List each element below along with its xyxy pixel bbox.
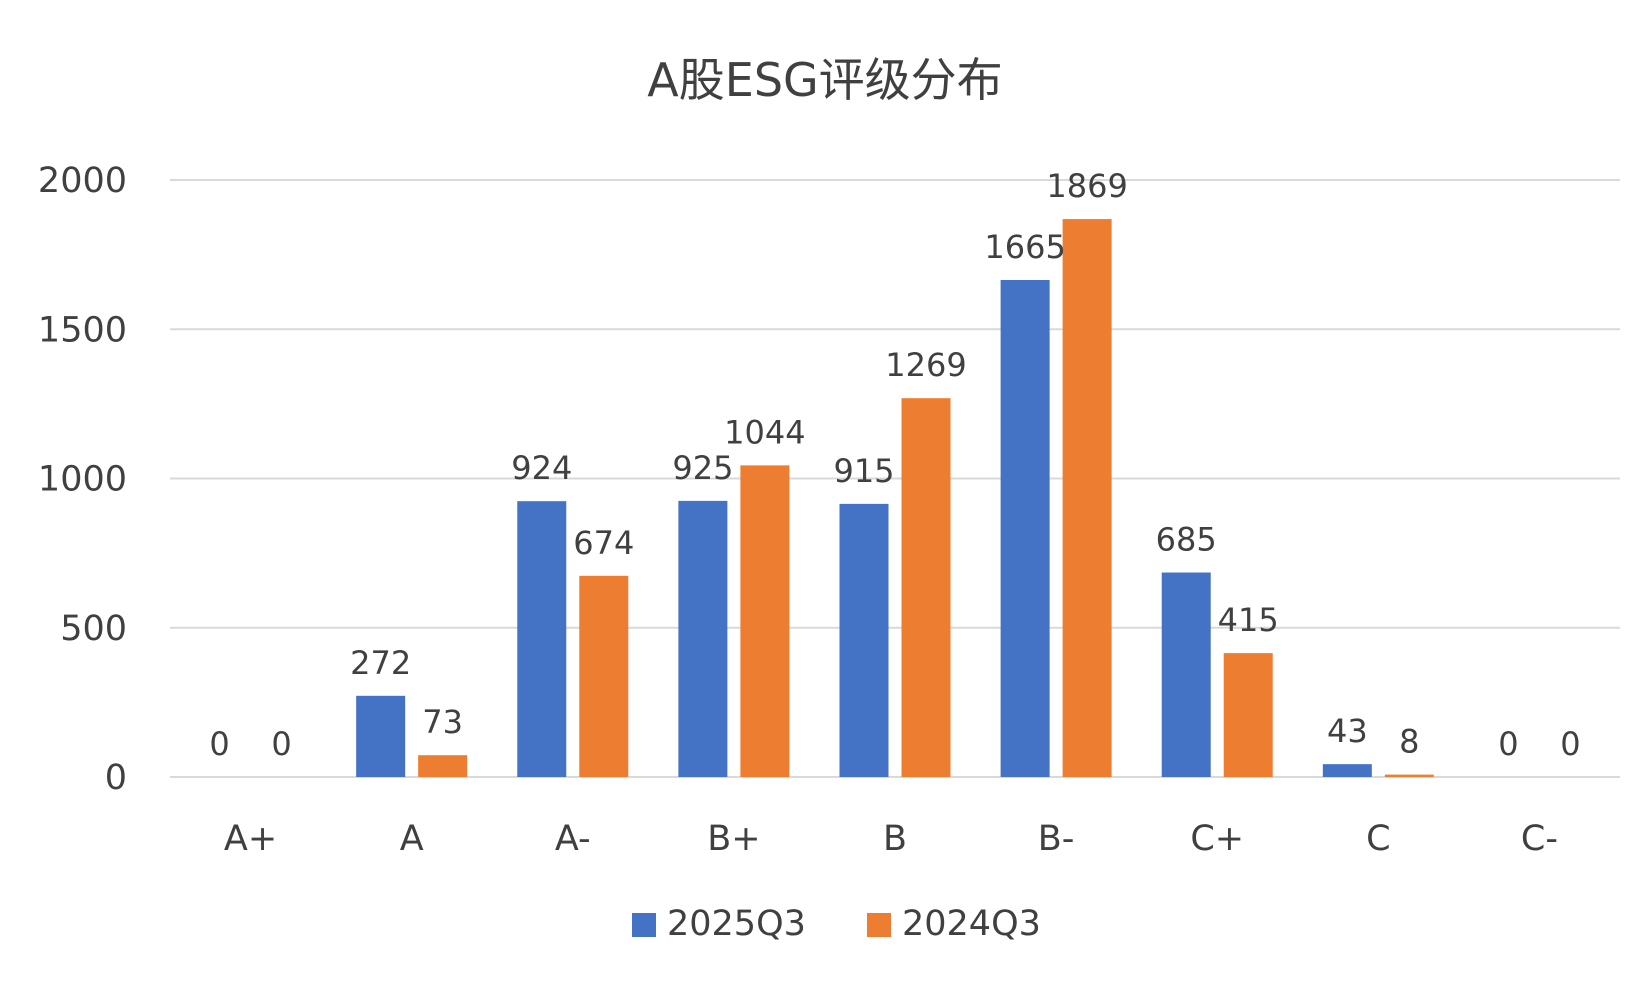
legend-item: 2024Q3	[867, 904, 1041, 944]
y-tick-label: 1500	[38, 310, 127, 350]
bar-2025Q3-B	[839, 503, 889, 777]
data-label: 1269	[885, 346, 966, 384]
data-label: 0	[1560, 725, 1580, 763]
y-tick-label: 2000	[38, 161, 127, 201]
y-axis-ticks: 0 500 1000 1500 2000	[38, 161, 127, 798]
bar-2024Q3-C	[1384, 774, 1434, 777]
data-label: 0	[209, 725, 229, 763]
gridlines	[170, 179, 1620, 778]
chart-title: A股ESG评级分布	[647, 53, 1002, 107]
y-tick-label: 0	[105, 758, 127, 798]
bar-2025Q3-B-	[1000, 279, 1050, 777]
bar-2024Q3-A	[418, 755, 468, 777]
bar-2024Q3-B+	[740, 465, 790, 777]
bars	[356, 219, 1434, 777]
data-label: 924	[511, 449, 572, 487]
legend-swatch	[632, 913, 656, 937]
legend-label: 2025Q3	[667, 904, 806, 944]
data-label: 43	[1327, 712, 1368, 750]
x-tick-label: C	[1366, 819, 1390, 859]
x-tick-label: B-	[1038, 819, 1075, 859]
data-label: 674	[573, 524, 634, 562]
bar-2025Q3-C	[1322, 764, 1372, 777]
x-tick-label: C+	[1190, 819, 1244, 859]
data-label: 415	[1218, 601, 1279, 639]
data-label: 0	[1498, 725, 1518, 763]
bar-2025Q3-A	[356, 695, 406, 777]
bar-2024Q3-A-	[579, 575, 629, 777]
x-tick-label: A	[400, 819, 424, 859]
x-tick-label: A+	[224, 819, 277, 859]
bar-2025Q3-A-	[517, 501, 567, 777]
y-tick-label: 500	[60, 609, 127, 649]
data-label: 272	[350, 644, 411, 682]
data-label: 925	[672, 449, 733, 487]
bar-2024Q3-B-	[1062, 219, 1112, 777]
legend: 2025Q3 2024Q3	[632, 904, 1041, 944]
data-label: 1044	[724, 413, 805, 451]
data-label: 1665	[984, 228, 1065, 266]
x-tick-label: C-	[1521, 819, 1558, 859]
legend-swatch	[867, 913, 891, 937]
data-label: 0	[271, 725, 291, 763]
data-label: 915	[833, 452, 894, 490]
x-axis-ticks: A+ A A- B+ B B- C+ C C-	[224, 819, 1558, 859]
data-label: 1869	[1046, 167, 1127, 205]
bar-2025Q3-B+	[678, 500, 728, 777]
bar-2024Q3-C+	[1223, 653, 1273, 777]
data-label: 8	[1399, 723, 1419, 761]
data-label: 685	[1156, 521, 1217, 559]
bar-2025Q3-C+	[1161, 572, 1211, 777]
y-tick-label: 1000	[38, 460, 127, 500]
data-label: 73	[422, 703, 463, 741]
x-tick-label: B+	[707, 819, 760, 859]
legend-label: 2024Q3	[902, 904, 1041, 944]
x-tick-label: B	[883, 819, 907, 859]
bar-2024Q3-B	[901, 398, 951, 777]
legend-item: 2025Q3	[632, 904, 806, 944]
x-tick-label: A-	[555, 819, 591, 859]
